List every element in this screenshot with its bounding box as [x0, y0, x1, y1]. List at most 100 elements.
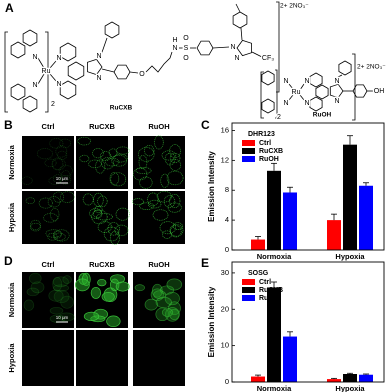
micrograph — [22, 191, 75, 244]
row-label: Hypoxia — [7, 343, 16, 373]
cell — [53, 232, 66, 241]
cell — [59, 175, 72, 185]
atom: N — [32, 54, 37, 61]
cell — [108, 148, 118, 158]
cell — [163, 195, 176, 208]
cell — [132, 198, 145, 206]
cell — [169, 193, 181, 209]
atom: H — [172, 37, 177, 44]
cell — [59, 191, 75, 203]
cell — [55, 145, 68, 158]
cell — [139, 202, 155, 210]
cell — [25, 197, 36, 205]
ring — [329, 83, 344, 99]
cell — [167, 202, 182, 213]
cell — [101, 157, 114, 170]
micrograph — [133, 330, 185, 386]
cell — [169, 159, 182, 171]
cell — [138, 147, 155, 162]
legend-label: RuOH — [259, 295, 279, 302]
scale-bar-label: 10 μm — [56, 315, 69, 320]
cell — [51, 158, 66, 171]
ring — [315, 84, 329, 100]
panel-label: C — [201, 118, 210, 132]
cell — [153, 290, 167, 300]
scale-bar-label: 10 μm — [56, 176, 69, 181]
y-tick-label: 0 — [225, 377, 229, 386]
cell — [79, 154, 90, 163]
bond — [37, 73, 45, 85]
bar — [251, 239, 265, 250]
bar — [283, 192, 297, 250]
cell — [49, 314, 66, 323]
x-tick-label: Normoxia — [257, 252, 292, 261]
cell — [58, 312, 75, 322]
micrograph-background — [22, 330, 74, 386]
column-header: RuCXB — [89, 260, 115, 269]
atom: Ru — [42, 68, 51, 75]
cell — [169, 308, 180, 320]
atom: N — [96, 75, 101, 82]
atom: N — [283, 100, 288, 107]
micrograph — [76, 136, 130, 189]
legend-swatch — [242, 279, 255, 285]
micrograph — [22, 330, 74, 386]
cell — [53, 229, 70, 242]
cell — [43, 213, 58, 223]
ring — [22, 29, 38, 47]
cell — [47, 232, 58, 241]
x-tick-label: Hypoxia — [335, 252, 365, 261]
cell — [107, 222, 120, 236]
column-header: RuOH — [148, 260, 169, 269]
bar — [359, 185, 373, 250]
atom: N — [96, 53, 101, 60]
y-tick-label: 12 — [221, 155, 229, 164]
charts: 0 4 8 12 16 Normoxia Hypoxia Emission Intensity… — [207, 122, 385, 392]
micrograph-background — [133, 136, 185, 189]
row-label: Normoxia — [7, 144, 16, 179]
atom-labels: N N Ru 2 N N N N O H N S O O N N CF₃ N N… — [31, 34, 385, 123]
bond — [337, 74, 343, 78]
legend-label: Ctrl — [259, 140, 271, 147]
cell — [96, 213, 113, 221]
cell — [97, 221, 112, 233]
cell — [29, 222, 42, 232]
cell — [139, 176, 153, 189]
cell — [109, 172, 120, 186]
compound-name: RuCXB — [110, 105, 133, 112]
cell — [44, 158, 57, 168]
micrograph-background — [22, 136, 74, 189]
cell — [38, 197, 53, 209]
cell — [103, 226, 120, 242]
micrograph-background — [76, 330, 128, 386]
micrograph-background — [133, 330, 185, 386]
bond — [299, 94, 305, 101]
cell — [97, 195, 108, 208]
bond — [288, 94, 294, 101]
micrograph-background — [133, 191, 185, 244]
charge: 2+ 2NO₃⁻ — [280, 3, 309, 10]
cell — [36, 148, 54, 160]
atom: N — [230, 44, 235, 51]
row-label: Hypoxia — [7, 202, 16, 232]
cell — [147, 199, 162, 209]
chart-title: SOSG — [248, 270, 269, 277]
ring — [261, 70, 275, 86]
bond — [276, 1, 280, 93]
cell — [97, 278, 107, 287]
cell — [169, 224, 184, 237]
y-tick-label: 0 — [225, 245, 229, 254]
cell — [160, 173, 170, 188]
bond — [299, 83, 305, 91]
ring — [232, 11, 248, 29]
cell — [133, 167, 148, 181]
atom: 2 — [51, 101, 55, 108]
cell — [164, 291, 180, 306]
bar — [359, 374, 373, 382]
chart-title: DHR123 — [248, 131, 275, 138]
atom: N — [234, 55, 239, 62]
micrograph — [22, 272, 75, 328]
cell — [23, 299, 35, 311]
cell — [134, 284, 145, 292]
cell — [166, 170, 184, 186]
